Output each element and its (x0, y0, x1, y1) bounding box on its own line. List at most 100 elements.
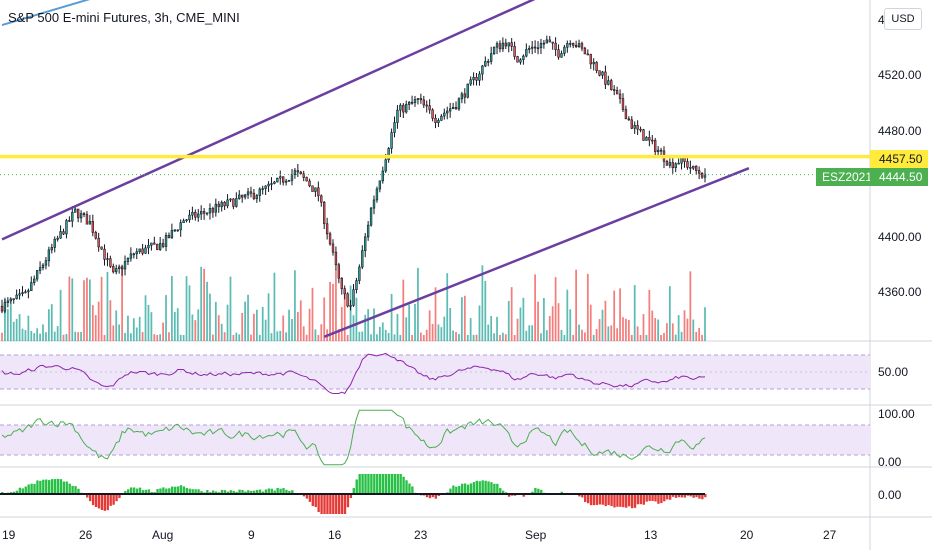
volume-bar (440, 327, 443, 341)
volume-bar (616, 328, 619, 341)
candle-body (630, 119, 633, 129)
histogram-bar (141, 490, 145, 494)
candle-body (372, 199, 376, 209)
histogram-bar (109, 494, 112, 506)
histogram-bar (261, 491, 265, 494)
candle-body (475, 76, 478, 81)
volume-bar (176, 308, 179, 341)
histogram-bar (455, 486, 458, 494)
candle-body (103, 248, 106, 260)
histogram-bar (487, 481, 490, 494)
histogram-bar (173, 486, 177, 494)
volume-bar (540, 333, 542, 341)
candle-body (624, 109, 628, 120)
histogram-bar (250, 490, 253, 494)
trendline-channel-lower (323, 167, 750, 338)
volume-bar (223, 332, 226, 341)
candle-body (451, 107, 455, 110)
candle-body (147, 244, 150, 249)
candle-body (214, 203, 218, 213)
histogram-bar (320, 494, 323, 514)
candle-body (56, 237, 59, 240)
candle-body (580, 43, 584, 49)
volume-bar (250, 334, 252, 341)
candle-body (85, 214, 89, 225)
candle-body (158, 243, 162, 250)
histogram-bar (103, 494, 106, 511)
histogram-bar (314, 494, 317, 508)
symbol-tag (816, 168, 870, 186)
candle-body (287, 179, 291, 182)
volume-bar (138, 316, 141, 341)
candle-body (574, 45, 578, 48)
histogram-bar (159, 488, 162, 494)
volume-bar (592, 334, 595, 341)
candle-body (138, 248, 141, 253)
volume-bar (255, 309, 258, 341)
volume-bar (124, 332, 126, 341)
volume-bar (91, 305, 94, 341)
candle-body (460, 93, 464, 100)
candle-body (689, 167, 692, 169)
volume-bar (270, 333, 273, 341)
candle-body (325, 223, 329, 235)
histogram-bar (695, 494, 698, 498)
histogram-bar (156, 489, 159, 494)
volume-bar (1, 332, 3, 341)
histogram-bar (226, 491, 230, 494)
histogram-bar (147, 489, 150, 494)
histogram-bar (302, 494, 306, 497)
volume-bar (674, 334, 677, 341)
candle-body (21, 292, 24, 295)
currency-button[interactable]: USD (884, 8, 922, 30)
price-tick-top-partial: 4 (878, 13, 885, 27)
candle-body (463, 93, 466, 98)
candle-body (598, 70, 601, 76)
candle-body (290, 174, 294, 181)
histogram-bar (376, 474, 379, 494)
candle-body (431, 109, 434, 119)
histogram-bar (179, 485, 183, 494)
hline-price-label: 4457.50 (879, 152, 923, 166)
volume-bar (396, 313, 399, 341)
candle-body (390, 132, 393, 149)
volume-bar (273, 272, 276, 341)
volume-bar (62, 334, 65, 341)
histogram-bar (522, 494, 525, 497)
volume-bar (97, 301, 100, 341)
volume-bar (639, 334, 642, 341)
volume-bar (402, 279, 405, 341)
volume-bar (528, 325, 531, 341)
histogram-bar (671, 494, 675, 497)
volume-bar (414, 303, 416, 341)
candle-body (33, 278, 36, 283)
candle-body (413, 99, 417, 103)
candle-body (533, 46, 537, 49)
volume-bar (686, 318, 689, 341)
candle-body (182, 220, 185, 224)
candle-body (44, 260, 48, 266)
volume-bar (554, 277, 557, 341)
histogram-bar (666, 494, 669, 500)
candle-body (507, 42, 510, 47)
candle-body (478, 73, 481, 81)
histogram-bar (100, 494, 104, 510)
volume-bar (296, 311, 299, 341)
candle-body (551, 41, 554, 44)
volume-bar (490, 316, 493, 341)
histogram-bar (308, 494, 312, 502)
candle-body (229, 198, 232, 201)
candle-body (6, 300, 10, 303)
volume-bar (118, 324, 121, 341)
drawing-tools[interactable] (0, 0, 870, 338)
volume-bar (267, 293, 270, 341)
histogram-bar (127, 489, 130, 494)
volume-bar (630, 334, 633, 341)
candle-body (492, 46, 496, 55)
volume-bar (601, 309, 604, 341)
candle-body (50, 247, 53, 251)
symbol-tag-label: ESZ2021 (822, 170, 872, 184)
candle-body (27, 290, 30, 293)
candle-body (513, 46, 516, 57)
